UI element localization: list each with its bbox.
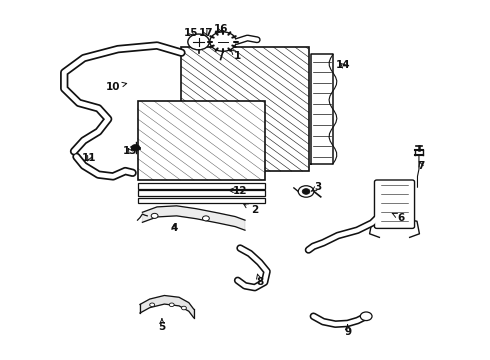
Circle shape bbox=[302, 189, 310, 194]
Text: 7: 7 bbox=[417, 161, 425, 171]
Bar bbox=[138, 101, 265, 180]
FancyBboxPatch shape bbox=[374, 180, 415, 228]
Text: 2: 2 bbox=[244, 203, 258, 216]
Text: 14: 14 bbox=[336, 60, 350, 70]
Circle shape bbox=[188, 34, 209, 50]
Bar bbox=[181, 47, 309, 171]
Text: 10: 10 bbox=[106, 82, 127, 92]
Polygon shape bbox=[143, 206, 245, 230]
Text: 15: 15 bbox=[184, 28, 198, 38]
Text: 4: 4 bbox=[171, 224, 178, 233]
Text: 12: 12 bbox=[229, 186, 247, 196]
Bar bbox=[138, 183, 265, 189]
Text: 3: 3 bbox=[312, 182, 322, 192]
Text: 6: 6 bbox=[392, 213, 405, 222]
Text: 11: 11 bbox=[81, 153, 96, 163]
Circle shape bbox=[360, 312, 372, 320]
Text: 8: 8 bbox=[256, 274, 263, 287]
Text: 13: 13 bbox=[123, 146, 137, 156]
Text: 9: 9 bbox=[344, 325, 351, 337]
Text: 17: 17 bbox=[198, 28, 213, 38]
Text: 1: 1 bbox=[231, 50, 241, 61]
Circle shape bbox=[202, 216, 209, 221]
Text: 5: 5 bbox=[158, 319, 166, 332]
Circle shape bbox=[131, 144, 140, 151]
Circle shape bbox=[150, 303, 155, 307]
Bar bbox=[138, 190, 265, 196]
Circle shape bbox=[298, 186, 314, 197]
Text: 16: 16 bbox=[213, 24, 228, 35]
Circle shape bbox=[181, 306, 186, 310]
Circle shape bbox=[210, 32, 236, 51]
Polygon shape bbox=[140, 296, 194, 318]
Circle shape bbox=[151, 213, 158, 219]
Circle shape bbox=[169, 303, 174, 307]
Bar bbox=[138, 198, 265, 203]
